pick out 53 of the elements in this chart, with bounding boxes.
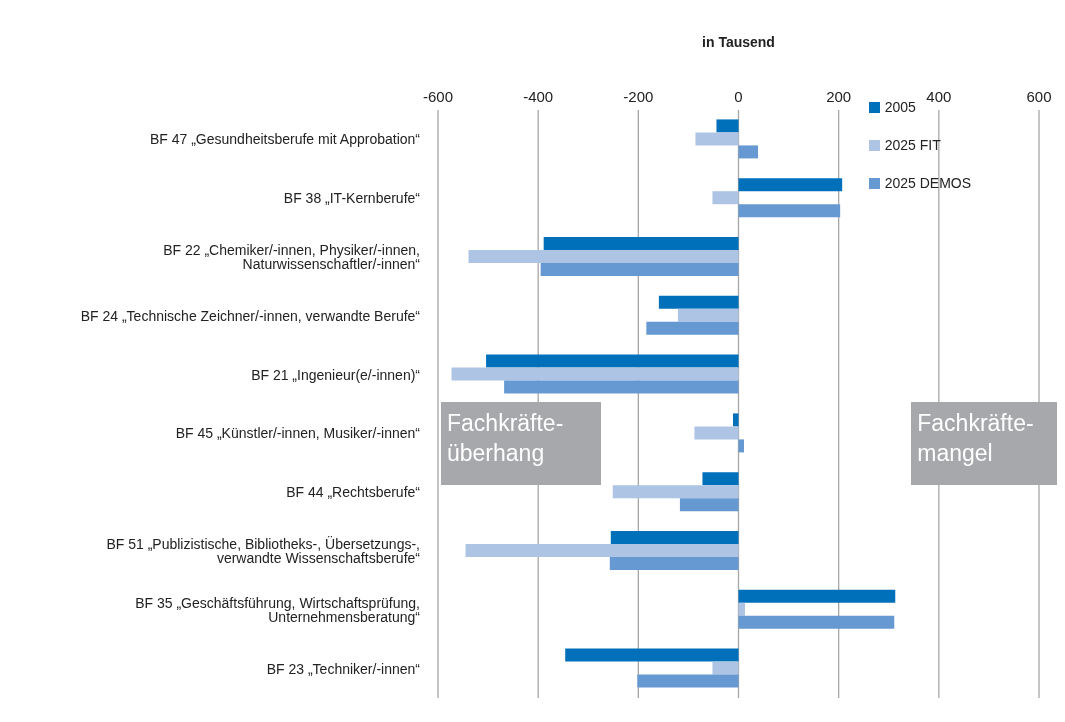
legend-label: 2025 FIT	[884, 137, 941, 153]
bar	[738, 145, 759, 159]
legend-label: 2005	[884, 99, 916, 115]
bar	[612, 485, 739, 499]
bar	[694, 426, 739, 440]
x-tick-label: -400	[523, 88, 554, 105]
bar	[695, 132, 739, 146]
bar	[540, 263, 739, 277]
y-tick-label: BF 47 „Gesundheitsberufe mit Approbation“	[149, 131, 421, 148]
legend-label: 2025 DEMOS	[884, 175, 972, 191]
bar	[504, 380, 739, 394]
bar	[712, 191, 739, 205]
bar	[609, 557, 739, 571]
x-tick-label: 0	[734, 88, 743, 105]
y-tick-label: BF 24 „Technische Zeichner/-innen, verwandte Berufe“	[80, 307, 421, 324]
x-tick-label: -600	[422, 88, 454, 105]
bar	[738, 589, 896, 603]
annotation: Fachkräfte- überhang	[441, 402, 601, 485]
y-tick-label: BF 51 „Publizistische, Bibliotheks-, Übersetzungs-, verwandte Wissenschaftsberufe“	[106, 534, 421, 566]
x-axis-title: in Tausend	[701, 34, 776, 50]
bar	[565, 648, 739, 662]
bar	[468, 250, 739, 264]
bar	[610, 531, 739, 545]
bar	[465, 544, 739, 558]
x-tick-label: -200	[623, 88, 654, 105]
bar	[712, 661, 739, 675]
y-tick-label: BF 38 „IT-Kernberufe“	[283, 190, 421, 207]
bar	[543, 237, 739, 251]
y-tick-label: BF 22 „Chemiker/-innen, Physiker/-innen, Naturwissenschaftler/-innen“	[163, 241, 421, 272]
bar	[679, 498, 739, 512]
bar	[677, 308, 739, 322]
bar	[738, 615, 895, 629]
bar	[738, 602, 746, 616]
x-tick-label: 200	[826, 88, 852, 105]
bar	[732, 413, 739, 427]
bar	[658, 295, 739, 309]
x-tick-label: 600	[1026, 88, 1052, 105]
y-tick-label: BF 44 „Rechtsberufe“	[286, 484, 421, 501]
y-tick-label: BF 45 „Künstler/-innen, Musiker/-innen“	[175, 425, 421, 442]
y-tick-label: BF 21 „Ingenieur(e/-innen)“	[251, 366, 421, 383]
bar	[702, 472, 739, 486]
bar	[637, 674, 739, 688]
annotation: Fachkräfte- mangel	[911, 402, 1058, 485]
x-tick-label: 400	[926, 88, 952, 105]
bar	[738, 439, 745, 453]
bar	[716, 119, 739, 133]
bar	[738, 178, 843, 192]
bar	[451, 367, 739, 381]
bar	[646, 321, 739, 335]
y-tick-label: BF 35 „Geschäftsführung, Wirtschaftsprüfung, Unternehmensberatung“	[135, 594, 421, 625]
y-tick-label: BF 23 „Techniker/-innen“	[266, 660, 421, 677]
bar	[486, 354, 739, 368]
bar	[738, 204, 841, 218]
